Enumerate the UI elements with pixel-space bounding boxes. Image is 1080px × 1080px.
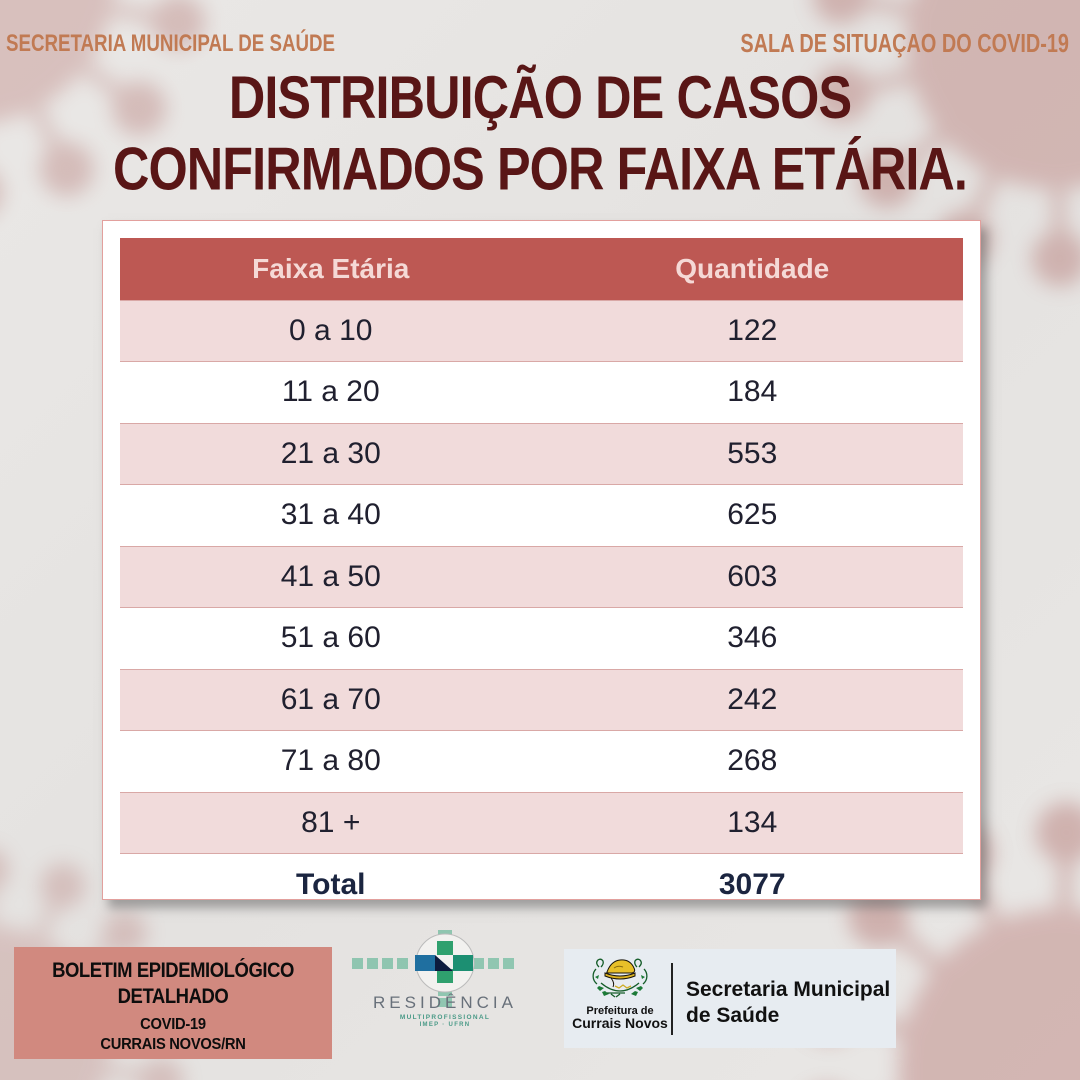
svg-text:IMEP · UFRN: IMEP · UFRN bbox=[420, 1022, 471, 1028]
svg-text:RESIDÊNCIA: RESIDÊNCIA bbox=[373, 993, 517, 1012]
svg-text:MULTIPROFISSIONAL: MULTIPROFISSIONAL bbox=[400, 1014, 490, 1021]
